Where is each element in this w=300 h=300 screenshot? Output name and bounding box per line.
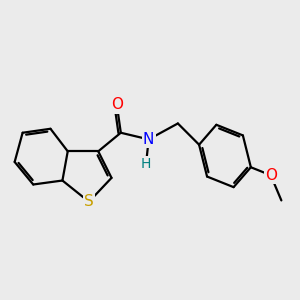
Text: O: O bbox=[265, 168, 277, 183]
Text: S: S bbox=[84, 194, 94, 209]
Text: N: N bbox=[143, 132, 154, 147]
Text: O: O bbox=[111, 98, 123, 112]
Text: H: H bbox=[141, 157, 151, 171]
